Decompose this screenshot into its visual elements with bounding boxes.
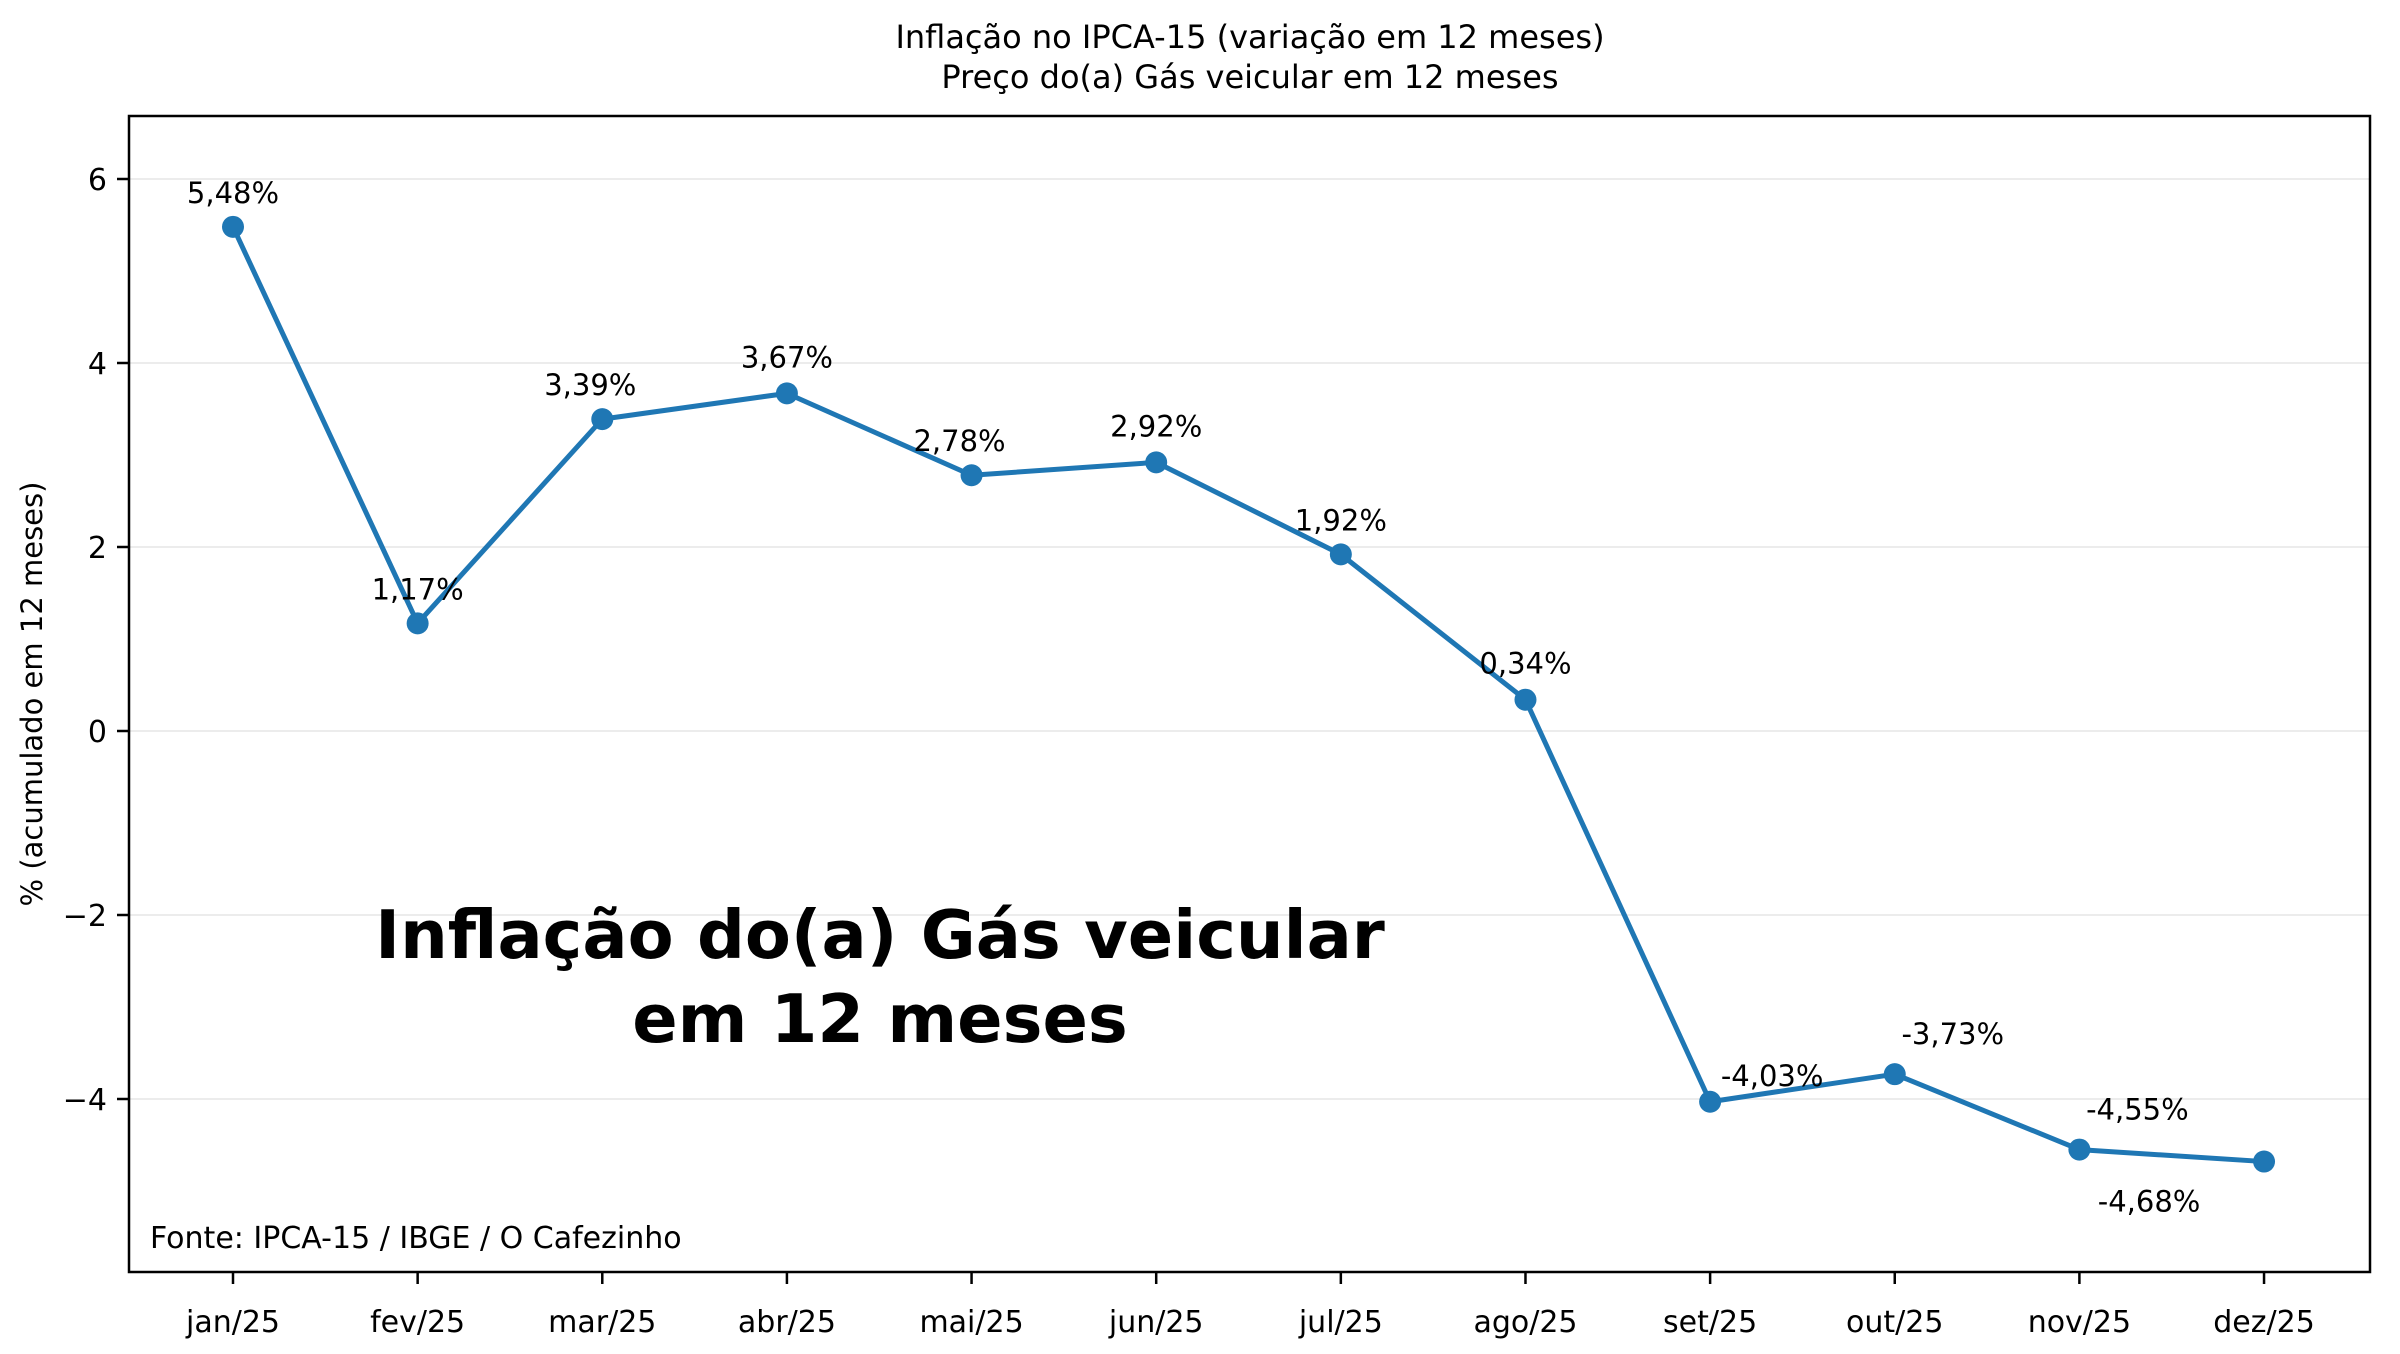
data-point <box>1699 1090 1722 1113</box>
data-point-label: 0,34% <box>1479 647 1571 681</box>
x-tick-label: jan/25 <box>185 1305 280 1340</box>
watermark: Inflação do(a) Gás veicular em 12 meses <box>375 896 1385 1058</box>
y-tick-label: 6 <box>88 163 107 198</box>
data-point <box>1883 1063 1906 1086</box>
data-point <box>1329 543 1352 566</box>
data-point-label: 2,78% <box>913 424 1005 458</box>
data-point <box>222 215 244 238</box>
y-axis-label: % (acumulado em 12 meses) <box>15 482 49 907</box>
x-tick-label: jul/25 <box>1298 1305 1383 1340</box>
data-point-label: 3,67% <box>741 340 833 374</box>
data-point-label: -3,73% <box>1901 1017 2004 1051</box>
data-point-label: -4,03% <box>1721 1059 1824 1093</box>
data-point-label: -4,55% <box>2086 1093 2189 1127</box>
chart-title: Inflação no IPCA-15 (variação em 12 mese… <box>895 18 1604 56</box>
x-tick-label: mar/25 <box>548 1305 656 1340</box>
x-tick-label: mai/25 <box>919 1305 1023 1340</box>
data-point <box>775 382 798 405</box>
plot-area: 6 4 2 0 −2 −4 jan/25 fev/25 mar/25 abr/25 mai/25 ju… <box>63 114 2372 1340</box>
series-line <box>230 224 2267 1165</box>
watermark-line-1: Inflação do(a) Gás veicular <box>375 896 1385 974</box>
data-point <box>406 612 429 635</box>
data-point <box>2253 1150 2276 1173</box>
x-tick-label: out/25 <box>1846 1305 1943 1340</box>
y-tick-label: −2 <box>63 899 107 934</box>
data-point <box>1145 451 1168 474</box>
chart-subtitle: Preço do(a) Gás veicular em 12 meses <box>941 58 1558 96</box>
data-point <box>2068 1138 2091 1161</box>
data-point-label: 3,39% <box>544 368 636 402</box>
data-point-label: 2,92% <box>1110 409 1202 443</box>
y-tick-label: 0 <box>88 715 107 750</box>
y-tick-label: 2 <box>88 531 107 566</box>
data-point <box>960 464 983 487</box>
y-tick-label: −4 <box>63 1083 107 1118</box>
x-tick-label: nov/25 <box>2028 1305 2131 1340</box>
x-tick-label: jun/25 <box>1108 1305 1204 1340</box>
data-point-label: 5,48% <box>187 176 279 210</box>
x-tick-label: set/25 <box>1663 1305 1757 1340</box>
x-tick-label: abr/25 <box>738 1305 836 1340</box>
source-note: Fonte: IPCA-15 / IBGE / O Cafezinho <box>150 1221 682 1256</box>
y-tick-label: 4 <box>88 347 107 382</box>
x-tick-label: dez/25 <box>2213 1305 2315 1340</box>
watermark-line-2: em 12 meses <box>632 980 1128 1058</box>
x-tick-label: fev/25 <box>370 1305 465 1340</box>
data-point-label: 1,92% <box>1295 503 1387 537</box>
data-point <box>591 408 614 431</box>
data-point-label: -4,68% <box>2098 1185 2201 1219</box>
data-point-label: 1,17% <box>372 572 464 606</box>
x-tick-label: ago/25 <box>1473 1305 1577 1340</box>
data-point <box>1514 688 1537 711</box>
axes-frame <box>127 114 2372 1274</box>
gridlines <box>129 178 2370 1100</box>
